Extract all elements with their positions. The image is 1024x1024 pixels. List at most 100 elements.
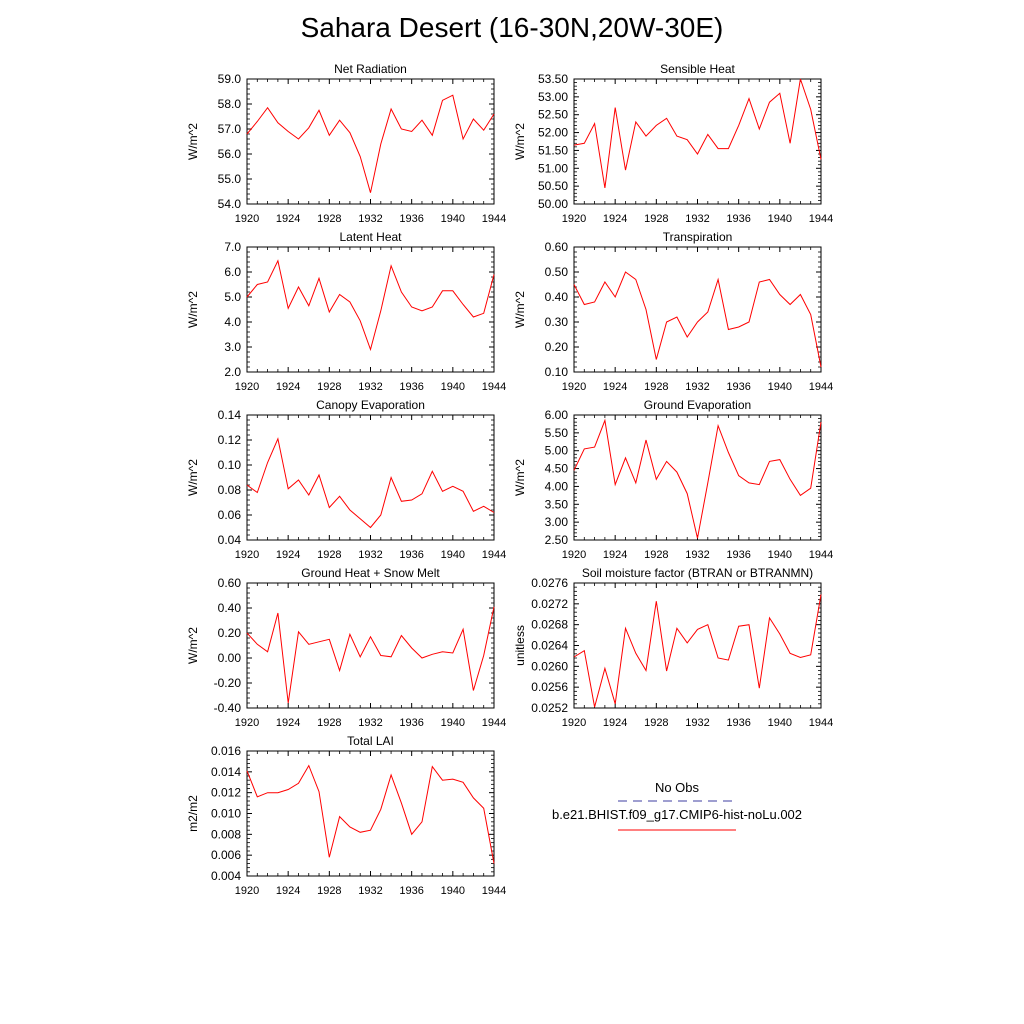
- y-tick-label: -0.40: [214, 701, 242, 715]
- y-tick-label: 0.08: [218, 483, 242, 497]
- y-tick-label: 5.50: [545, 426, 569, 440]
- panel-title: Latent Heat: [339, 230, 402, 244]
- y-tick-label: 0.0264: [531, 639, 568, 653]
- y-axis-label: W/m^2: [513, 123, 527, 160]
- x-tick-label: 1928: [644, 381, 668, 393]
- y-tick-label: 0.0256: [531, 680, 568, 694]
- x-tick-label: 1924: [276, 885, 300, 897]
- x-tick-label: 1940: [441, 213, 465, 225]
- y-tick-label: 0.40: [545, 290, 569, 304]
- x-tick-label: 1936: [399, 885, 423, 897]
- series-line: [246, 94, 495, 193]
- y-tick-label: 0.12: [218, 433, 242, 447]
- series-line: [573, 78, 822, 188]
- x-tick-label: 1924: [276, 213, 300, 225]
- x-tick-label: 1936: [726, 717, 750, 729]
- panel-title: Net Radiation: [334, 62, 407, 76]
- x-tick-label: 1936: [399, 717, 423, 729]
- y-tick-label: 53.50: [538, 72, 568, 86]
- y-tick-label: 0.004: [211, 869, 241, 883]
- x-tick-label: 1940: [441, 381, 465, 393]
- x-tick-label: 1924: [603, 213, 627, 225]
- y-tick-label: 0.014: [211, 765, 241, 779]
- x-tick-label: 1928: [317, 717, 341, 729]
- y-tick-label: 0.60: [218, 576, 242, 590]
- x-tick-label: 1944: [482, 381, 506, 393]
- x-tick-label: 1920: [235, 381, 259, 393]
- plot-frame: [246, 414, 495, 541]
- x-tick-label: 1936: [726, 381, 750, 393]
- y-tick-label: 56.0: [218, 147, 242, 161]
- panel-ground-evaporation: Ground Evaporation W/m^2 2.50 3.00 3.50 4.00 4…: [513, 398, 833, 561]
- series-line: [246, 259, 495, 352]
- y-tick-label: 0.006: [211, 848, 241, 862]
- panel-transpiration: Transpiration W/m^2 0.10 0.20 0.30 0.40 0.50 0.…: [513, 230, 833, 393]
- x-tick-label: 1944: [809, 213, 833, 225]
- panel-title: Canopy Evaporation: [316, 398, 425, 412]
- y-tick-label: 0.04: [218, 533, 242, 547]
- x-tick-label: 1920: [562, 381, 586, 393]
- x-tick-label: 1928: [317, 549, 341, 561]
- x-tick-label: 1940: [441, 549, 465, 561]
- y-tick-label: 0.0272: [531, 597, 568, 611]
- panel-soil-moisture-factor-btran-or-btranmn: Soil moisture factor (BTRAN or BTRANMN) u…: [513, 566, 833, 729]
- x-tick-label: 1936: [726, 213, 750, 225]
- y-axis-label: W/m^2: [513, 459, 527, 496]
- panel-title: Total LAI: [347, 734, 394, 748]
- x-tick-label: 1944: [482, 549, 506, 561]
- x-tick-label: 1924: [276, 549, 300, 561]
- x-tick-label: 1924: [603, 381, 627, 393]
- x-tick-label: 1932: [685, 213, 709, 225]
- page-title: Sahara Desert (16-30N,20W-30E): [300, 12, 724, 43]
- x-tick-label: 1920: [235, 549, 259, 561]
- series-line: [246, 764, 495, 864]
- series-line: [246, 437, 495, 529]
- x-tick-label: 1928: [644, 717, 668, 729]
- y-tick-label: 59.0: [218, 72, 242, 86]
- x-tick-label: 1944: [482, 213, 506, 225]
- y-tick-label: 0.20: [545, 340, 569, 354]
- x-tick-label: 1920: [235, 213, 259, 225]
- x-tick-label: 1928: [317, 885, 341, 897]
- panel-ground-heat-snow-melt: Ground Heat + Snow Melt W/m^2 -0.40 -0.20 0.…: [186, 566, 506, 729]
- series-line: [573, 418, 822, 539]
- x-tick-label: 1920: [562, 549, 586, 561]
- x-tick-label: 1936: [399, 381, 423, 393]
- panel-total-lai: Total LAI m2/m2 0.004 0.006 0.008 0.010 0.012 0…: [186, 734, 506, 897]
- y-tick-label: 4.00: [545, 479, 569, 493]
- y-tick-label: 53.00: [538, 90, 568, 104]
- x-tick-label: 1924: [603, 549, 627, 561]
- y-tick-label: 51.50: [538, 143, 568, 157]
- y-tick-label: 6.00: [545, 408, 569, 422]
- plot-frame: [573, 414, 822, 541]
- x-tick-label: 1932: [685, 549, 709, 561]
- x-tick-label: 1940: [768, 549, 792, 561]
- y-tick-label: 0.10: [545, 365, 569, 379]
- legend-case-label: b.e21.BHIST.f09_g17.CMIP6-hist-noLu.002: [552, 807, 802, 822]
- panel-title: Ground Evaporation: [644, 398, 751, 412]
- x-tick-label: 1924: [276, 381, 300, 393]
- y-tick-label: 3.00: [545, 515, 569, 529]
- y-tick-label: 54.0: [218, 197, 242, 211]
- x-tick-label: 1932: [358, 717, 382, 729]
- y-tick-label: -0.20: [214, 676, 242, 690]
- y-tick-label: 51.00: [538, 161, 568, 175]
- plot-frame: [246, 582, 495, 709]
- y-tick-label: 7.0: [224, 240, 241, 254]
- y-tick-label: 2.50: [545, 533, 569, 547]
- x-tick-label: 1936: [399, 549, 423, 561]
- y-tick-label: 0.30: [545, 315, 569, 329]
- y-tick-label: 0.0276: [531, 576, 568, 590]
- y-tick-label: 0.40: [218, 601, 242, 615]
- y-tick-label: 0.20: [218, 626, 242, 640]
- y-tick-label: 5.0: [224, 290, 241, 304]
- plot-frame: [246, 750, 495, 877]
- series-line: [573, 271, 822, 368]
- y-tick-label: 0.0268: [531, 618, 568, 632]
- x-tick-label: 1928: [644, 213, 668, 225]
- x-tick-label: 1932: [358, 885, 382, 897]
- y-tick-label: 50.50: [538, 179, 568, 193]
- y-tick-label: 0.008: [211, 827, 241, 841]
- y-tick-label: 57.0: [218, 122, 242, 136]
